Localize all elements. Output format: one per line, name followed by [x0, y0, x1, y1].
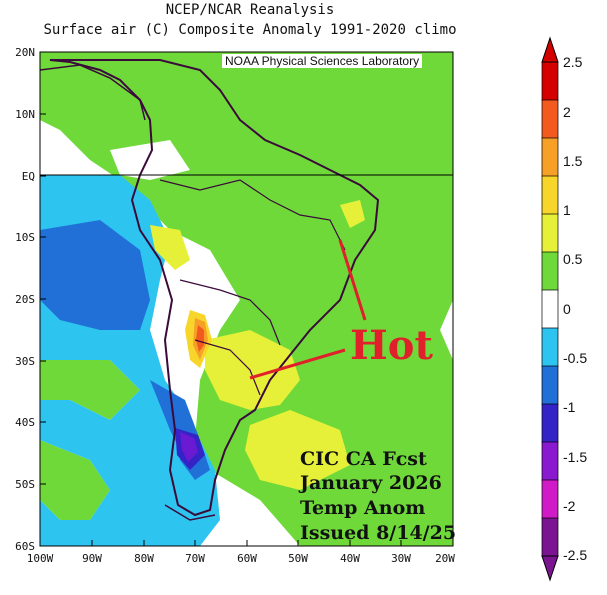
lat-label: EQ	[22, 170, 35, 183]
lon-label: 30W	[391, 552, 411, 565]
colorbar-band	[541, 99, 559, 139]
colorbar-label: 0.5	[563, 251, 583, 267]
forecast-line-3: Temp Anom	[300, 497, 426, 519]
colorbar-label: -0.5	[563, 350, 588, 366]
lat-label: 60S	[15, 540, 35, 553]
lat-label: 40S	[15, 416, 35, 429]
lat-label: 20N	[15, 46, 35, 59]
colorbar-band	[541, 403, 559, 443]
colorbar-arrow-up	[541, 36, 559, 63]
colorbar-band	[541, 441, 559, 481]
forecast-line-4: Issued 8/14/25	[300, 522, 457, 544]
colorbar-band	[541, 289, 559, 329]
lat-label: 30S	[15, 355, 35, 368]
hot-label: Hot	[350, 322, 433, 369]
colorbar-band	[541, 213, 559, 253]
title-line-1: NCEP/NCAR Reanalysis	[165, 2, 335, 18]
lon-label: 70W	[185, 552, 205, 565]
colorbar-band	[541, 517, 559, 557]
forecast-line-2: January 2026	[300, 472, 442, 494]
lat-label: 10N	[15, 108, 35, 121]
hot-pointer-line-2	[249, 348, 346, 380]
colorbar-label: 1.5	[563, 153, 583, 169]
lon-label: 60W	[237, 552, 257, 565]
colorbar-label: -1.5	[563, 449, 588, 465]
colorbar-label: 1	[563, 202, 571, 218]
colorbar-label: 2	[563, 104, 571, 120]
lon-label: 20W	[435, 552, 455, 565]
colorbar-label: 2.5	[563, 54, 583, 70]
colorbar-band	[541, 137, 559, 177]
lon-label: 40W	[340, 552, 360, 565]
colorbar-arrow-down	[541, 555, 559, 582]
hot-pointer-line-1	[338, 239, 367, 321]
forecast-line-1: CIC CA Fcst	[300, 448, 427, 470]
colorbar-label: 0	[563, 301, 571, 317]
lat-label: 20S	[15, 293, 35, 306]
colorbar-label: -2	[563, 498, 576, 514]
lat-label: 50S	[15, 478, 35, 491]
colorbar-band	[541, 479, 559, 519]
colorbar-band	[541, 327, 559, 367]
lon-label: 50W	[288, 552, 308, 565]
colorbar-band	[541, 61, 559, 101]
colorbar-band	[541, 365, 559, 405]
colorbar-label: -1	[563, 399, 576, 415]
lat-label: 10S	[15, 231, 35, 244]
colorbar-label: -2.5	[563, 547, 588, 563]
lon-label: 80W	[134, 552, 154, 565]
title-line-2: Surface air (C) Composite Anomaly 1991-2…	[43, 22, 457, 38]
lon-label: 90W	[82, 552, 102, 565]
credit-label: NOAA Physical Sciences Laboratory	[222, 54, 423, 68]
colorbar-band	[541, 251, 559, 291]
colorbar-band	[541, 175, 559, 215]
lon-label: 100W	[27, 552, 54, 565]
